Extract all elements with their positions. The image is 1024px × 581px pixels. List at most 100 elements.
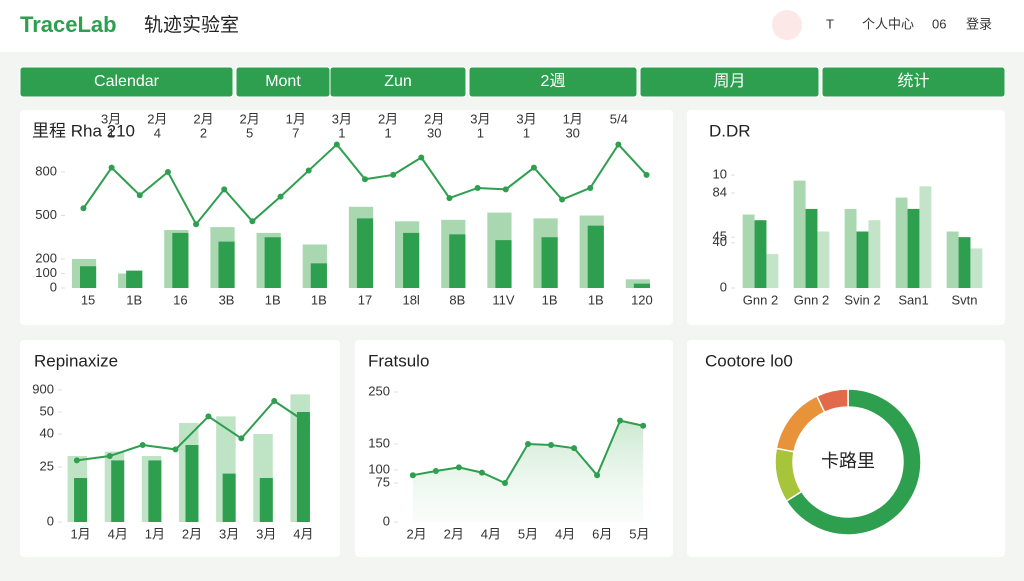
top-label: 1 — [477, 125, 484, 140]
line — [76, 399, 308, 462]
line-point — [501, 480, 508, 486]
line-point — [205, 413, 212, 420]
y-tick-label: 45 — [713, 229, 727, 244]
bar — [356, 218, 374, 288]
line-point — [277, 193, 284, 200]
donut-center-label: 卡路里 — [821, 451, 875, 471]
bar — [259, 478, 273, 522]
tab-label[interactable]: 周月 — [713, 73, 745, 90]
line-point — [238, 435, 245, 442]
top-label: 3月 — [332, 111, 352, 126]
x-tick-label: 4月 — [555, 526, 575, 541]
tab-label[interactable]: 统计 — [897, 72, 929, 90]
tab[interactable] — [821, 66, 1006, 98]
x-tick-label: 16 — [173, 292, 187, 307]
top-label: 5 — [246, 125, 253, 140]
y-tick-label: 500 — [35, 207, 57, 222]
nav-item[interactable]: T — [826, 16, 834, 31]
line-point — [249, 218, 256, 225]
top-label: 1月 — [286, 111, 306, 126]
nav-item[interactable]: 个人中心 — [862, 16, 914, 31]
y-tick-label: 25 — [40, 458, 54, 473]
brand[interactable]: TraceLab — [20, 12, 117, 37]
line-point — [478, 469, 485, 476]
line-point — [571, 445, 578, 452]
x-tick-label: 1B — [265, 292, 281, 307]
tab-label[interactable]: Zun — [384, 73, 412, 90]
y-tick-label: 50 — [40, 403, 54, 418]
x-tick-label: 1月 — [70, 526, 90, 541]
top-label: 1 — [523, 125, 530, 140]
top-label: 1 — [338, 125, 345, 140]
y-tick-label: 0 — [720, 279, 727, 294]
line-point — [548, 442, 555, 449]
top-label: 4 — [154, 125, 161, 140]
line-point — [164, 169, 171, 175]
nav-item[interactable]: 登录 — [966, 16, 992, 31]
x-tick-label: 120 — [631, 292, 653, 307]
top-label: 2 — [200, 125, 207, 140]
tab-label[interactable]: Mont — [265, 73, 301, 90]
x-tick-label: Svtn — [951, 292, 977, 307]
tab-label[interactable]: Calendar — [94, 73, 160, 90]
line-point — [559, 196, 566, 203]
line-point — [333, 141, 340, 148]
bar — [970, 248, 983, 288]
y-tick-label: 800 — [35, 163, 57, 178]
tab-label[interactable]: 2週 — [541, 72, 566, 90]
x-tick-label: 3B — [219, 292, 235, 307]
line-point — [643, 171, 650, 178]
line-point — [80, 205, 87, 212]
y-tick-label: 75 — [376, 474, 390, 489]
line-point — [446, 195, 453, 202]
bar — [218, 241, 235, 288]
bar — [185, 445, 199, 522]
line-point — [409, 472, 416, 479]
top-label: 2月 — [239, 111, 259, 126]
line-point — [474, 184, 481, 191]
tab[interactable] — [329, 66, 467, 98]
bar — [958, 237, 971, 288]
panel-title: 里程 Rha 210 — [32, 121, 135, 140]
tab[interactable] — [639, 66, 820, 98]
bar — [172, 232, 189, 288]
y-tick-label: 84 — [713, 185, 727, 200]
top-label: 7 — [292, 125, 299, 140]
bar — [126, 270, 143, 288]
avatar[interactable] — [772, 10, 802, 40]
x-tick-label: 3月 — [256, 526, 276, 541]
donut-segment — [785, 388, 922, 536]
bar — [148, 460, 162, 522]
line-point — [304, 420, 311, 426]
x-tick-label: 15 — [81, 292, 95, 307]
top-label: 1月 — [563, 111, 583, 126]
nav-item[interactable]: 06 — [932, 16, 946, 31]
line-point — [305, 167, 312, 174]
x-tick-label: 5月 — [629, 526, 649, 541]
x-tick-label: 4月 — [293, 526, 313, 541]
header-bar — [0, 0, 1024, 52]
y-tick-label: 40 — [713, 234, 727, 249]
y-tick-label: 0 — [383, 513, 390, 528]
y-tick-label: 10 — [713, 166, 727, 181]
bar — [742, 214, 755, 288]
x-tick-label: 4月 — [108, 526, 128, 541]
y-tick-label: 0 — [50, 279, 57, 294]
line-point — [640, 422, 647, 429]
line-point — [106, 453, 113, 459]
bar — [403, 232, 420, 288]
tab[interactable] — [19, 66, 234, 98]
x-tick-label: 8B — [449, 292, 465, 307]
line-point — [136, 192, 143, 199]
top-label: 2月 — [193, 111, 213, 126]
tab[interactable] — [468, 66, 638, 98]
x-tick-label: 11V — [492, 292, 514, 307]
panel — [20, 110, 673, 325]
bar — [222, 473, 236, 522]
area — [412, 420, 644, 522]
y-tick-label: 200 — [35, 250, 57, 265]
top-label: 30 — [565, 125, 579, 140]
x-tick-label: Svin 2 — [844, 292, 880, 307]
bar — [766, 254, 779, 288]
